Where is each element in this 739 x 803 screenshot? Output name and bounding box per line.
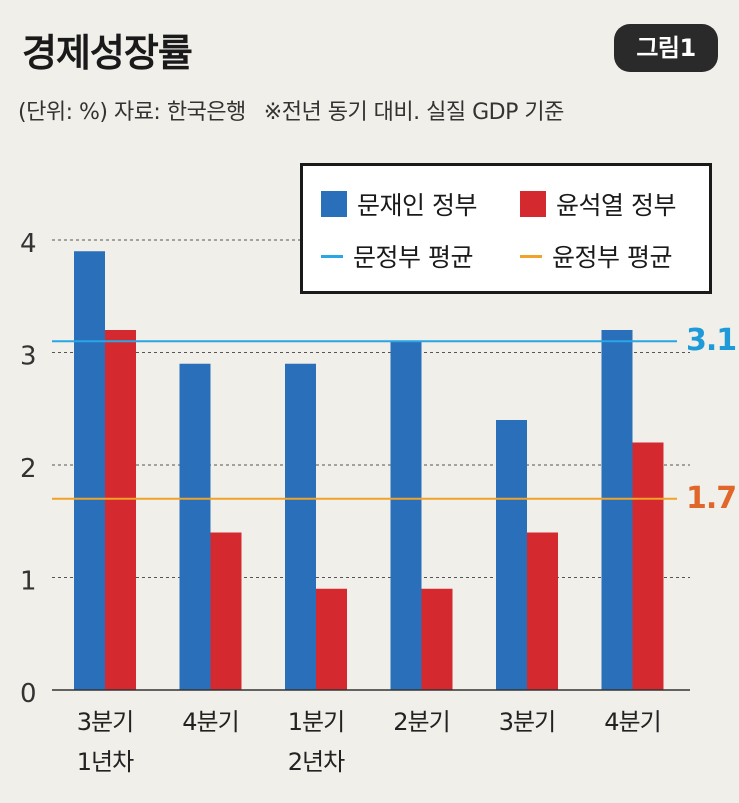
x-tick-label: 1년차 [77,748,134,776]
x-tick-label: 1분기 [288,708,344,736]
legend-line-yoon-avg [520,254,542,258]
legend-swatch-yoon [520,191,546,217]
bar-yoon [632,442,664,690]
bar-moon [179,363,211,690]
y-tick-label: 2 [20,454,37,484]
x-tick-label: 3분기 [77,708,133,736]
bar-yoon [527,532,558,690]
chart-legend: 문재인 정부 윤석열 정부 문정부 평균 윤정부 평균 [300,163,712,294]
legend-item-moon: 문재인 정부 [321,186,477,222]
x-tick-label: 2년차 [288,748,345,776]
figure-badge: 그림1 [614,24,718,72]
x-tick-label: 2분기 [393,708,449,736]
x-tick-label: 3분기 [499,708,555,736]
moon-average-value: 3.1 [686,323,737,359]
legend-label-yoon: 윤석열 정부 [556,191,676,220]
legend-swatch-moon [321,191,347,217]
legend-item-moon-avg: 문정부 평균 [321,238,473,274]
y-tick-label: 0 [20,679,37,709]
bar-yoon [316,588,347,690]
legend-label-moon: 문재인 정부 [357,191,477,220]
chart-title: 경제성장률 [22,31,193,75]
y-tick-label: 1 [20,567,37,597]
bar-moon [496,420,527,690]
y-tick-label: 3 [20,342,37,372]
legend-label-yoon-avg: 윤정부 평균 [552,243,672,272]
chart-subtitle: (단위: %) 자료: 한국은행 ※전년 동기 대비. 실질 GDP 기준 [18,94,564,126]
bar-yoon [210,532,242,690]
bar-moon [285,363,316,690]
legend-item-yoon-avg: 윤정부 평균 [520,238,672,274]
basis-note: ※전년 동기 대비. 실질 GDP 기준 [263,100,565,125]
unit-source-text: (단위: %) 자료: 한국은행 [18,100,246,125]
x-tick-label: 4분기 [604,708,660,736]
legend-label-moon-avg: 문정부 평균 [353,243,473,272]
bar-moon [390,341,422,690]
x-tick-label: 4분기 [182,708,238,736]
y-tick-label: 4 [20,229,37,259]
bar-yoon [421,588,453,690]
bar-moon [74,251,105,690]
bar-moon [601,330,633,690]
legend-item-yoon: 윤석열 정부 [520,186,676,222]
legend-line-moon-avg [321,254,343,258]
bar-yoon [105,330,136,690]
yoon-average-value: 1.7 [686,480,737,516]
